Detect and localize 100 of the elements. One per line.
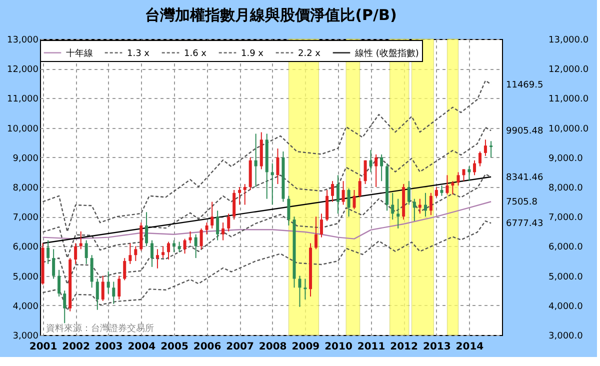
annotation: 8341.46 [506, 172, 544, 183]
candlestick [374, 154, 378, 188]
y-tick-label: 6,000 [12, 242, 39, 253]
candlestick [298, 275, 302, 308]
candlestick [101, 275, 104, 302]
candlestick [440, 185, 444, 196]
candlestick [74, 242, 78, 264]
candlestick [167, 241, 170, 260]
line-series [42, 174, 492, 285]
candlestick [238, 186, 242, 206]
candlestick [412, 198, 416, 222]
candlestick [222, 222, 225, 241]
y2-tick-label: 12,000.0 [548, 65, 589, 76]
annotation: 11469.5 [506, 80, 544, 90]
candlestick [106, 270, 110, 294]
candlestick [456, 172, 460, 186]
candlestick [227, 213, 230, 232]
candlestick [331, 180, 334, 202]
y2-tick-label: 4,000.0 [548, 302, 584, 312]
legend-label: 1.6 x [184, 48, 208, 59]
x-tick-label: 2002 [62, 342, 90, 352]
candlestick [424, 192, 427, 218]
candlestick [391, 192, 394, 220]
candlestick [140, 222, 143, 252]
y2-tick-label: 5,000.0 [548, 272, 584, 282]
candlestick [79, 230, 82, 250]
x-tick-label: 2008 [258, 342, 287, 352]
candlestick [128, 242, 132, 264]
candlestick [232, 189, 236, 220]
candlestick [200, 228, 203, 250]
x-tick-label: 2011 [357, 342, 386, 352]
y2-tick-label: 6,000.0 [548, 242, 584, 253]
candlestick [90, 254, 94, 288]
x-tick-label: 2010 [324, 342, 352, 352]
candlestick [490, 140, 493, 158]
x-tick-label: 2014 [456, 342, 484, 352]
x-tick-label: 2003 [94, 342, 123, 352]
candlestick [243, 184, 246, 206]
candlestick [429, 192, 432, 216]
legend-label: 線性 (收盤指數) [354, 48, 419, 59]
candlestick [451, 180, 454, 195]
annotation: 6777.43 [506, 219, 544, 230]
candlestick [358, 178, 362, 198]
candlestick [134, 246, 138, 262]
candlestick [123, 258, 126, 281]
line-series [42, 220, 492, 311]
legend-label: 1.9 x [241, 48, 264, 59]
line-series [42, 80, 492, 232]
candlestick [484, 139, 487, 156]
candlestick [96, 278, 99, 310]
candlestick [364, 160, 367, 185]
candlestick [188, 230, 192, 244]
candlestick [205, 222, 208, 235]
candlestick [336, 174, 340, 214]
y2-tick-label: 9,000.0 [548, 154, 584, 164]
y2-tick-label: 10,000.0 [548, 124, 589, 134]
line-series [42, 126, 492, 258]
legend-label: 2.2 x [298, 48, 322, 59]
candlestick [145, 212, 148, 247]
y2-tick-label: 8,000.0 [548, 184, 584, 194]
y2-tick-label: 13,000.0 [548, 36, 589, 46]
candlestick [478, 150, 482, 167]
x-tick-label: 2013 [423, 342, 451, 352]
candlestick [304, 278, 307, 300]
candlestick [287, 195, 290, 226]
y-tick-label: 11,000 [7, 94, 39, 105]
candlestick [396, 198, 400, 229]
candlestick [314, 216, 318, 250]
candlestick [320, 213, 323, 238]
x-tick-label: 2001 [29, 342, 58, 352]
candlestick [347, 188, 350, 218]
y-tick-label: 13,000 [7, 36, 39, 46]
candlestick [342, 180, 345, 206]
x-tick-label: 2009 [292, 342, 320, 352]
y-tick-label: 12,000 [7, 65, 39, 76]
candlestick [380, 154, 384, 182]
candlestick [216, 210, 220, 241]
x-tick-label: 2012 [390, 342, 418, 352]
y-tick-label: 9,000 [12, 154, 39, 164]
chart-title: 台灣加權指數月線與股價淨值比(P/B) [145, 6, 397, 24]
candlestick [150, 240, 154, 268]
annotation: 資料來源：台灣證券交易所 [46, 323, 154, 334]
candlestick [112, 281, 116, 304]
candlestick [369, 150, 372, 173]
candlestick [178, 241, 181, 253]
candlestick [276, 148, 280, 185]
candlestick [63, 290, 66, 324]
candlestick [46, 240, 50, 264]
candlestick [326, 189, 329, 222]
annotation: 7505.8 [506, 198, 538, 208]
candlestick [172, 240, 176, 253]
candlestick [84, 240, 88, 264]
y-tick-label: 3,000 [12, 332, 39, 342]
candlestick [210, 201, 214, 229]
legend-label: 1.3 x [127, 48, 150, 59]
candlestick [468, 166, 471, 182]
y2-tick-label: 3,000.0 [548, 332, 584, 342]
y-tick-label: 5,000 [12, 272, 39, 282]
candlestick [194, 234, 198, 259]
candlestick [473, 160, 476, 176]
